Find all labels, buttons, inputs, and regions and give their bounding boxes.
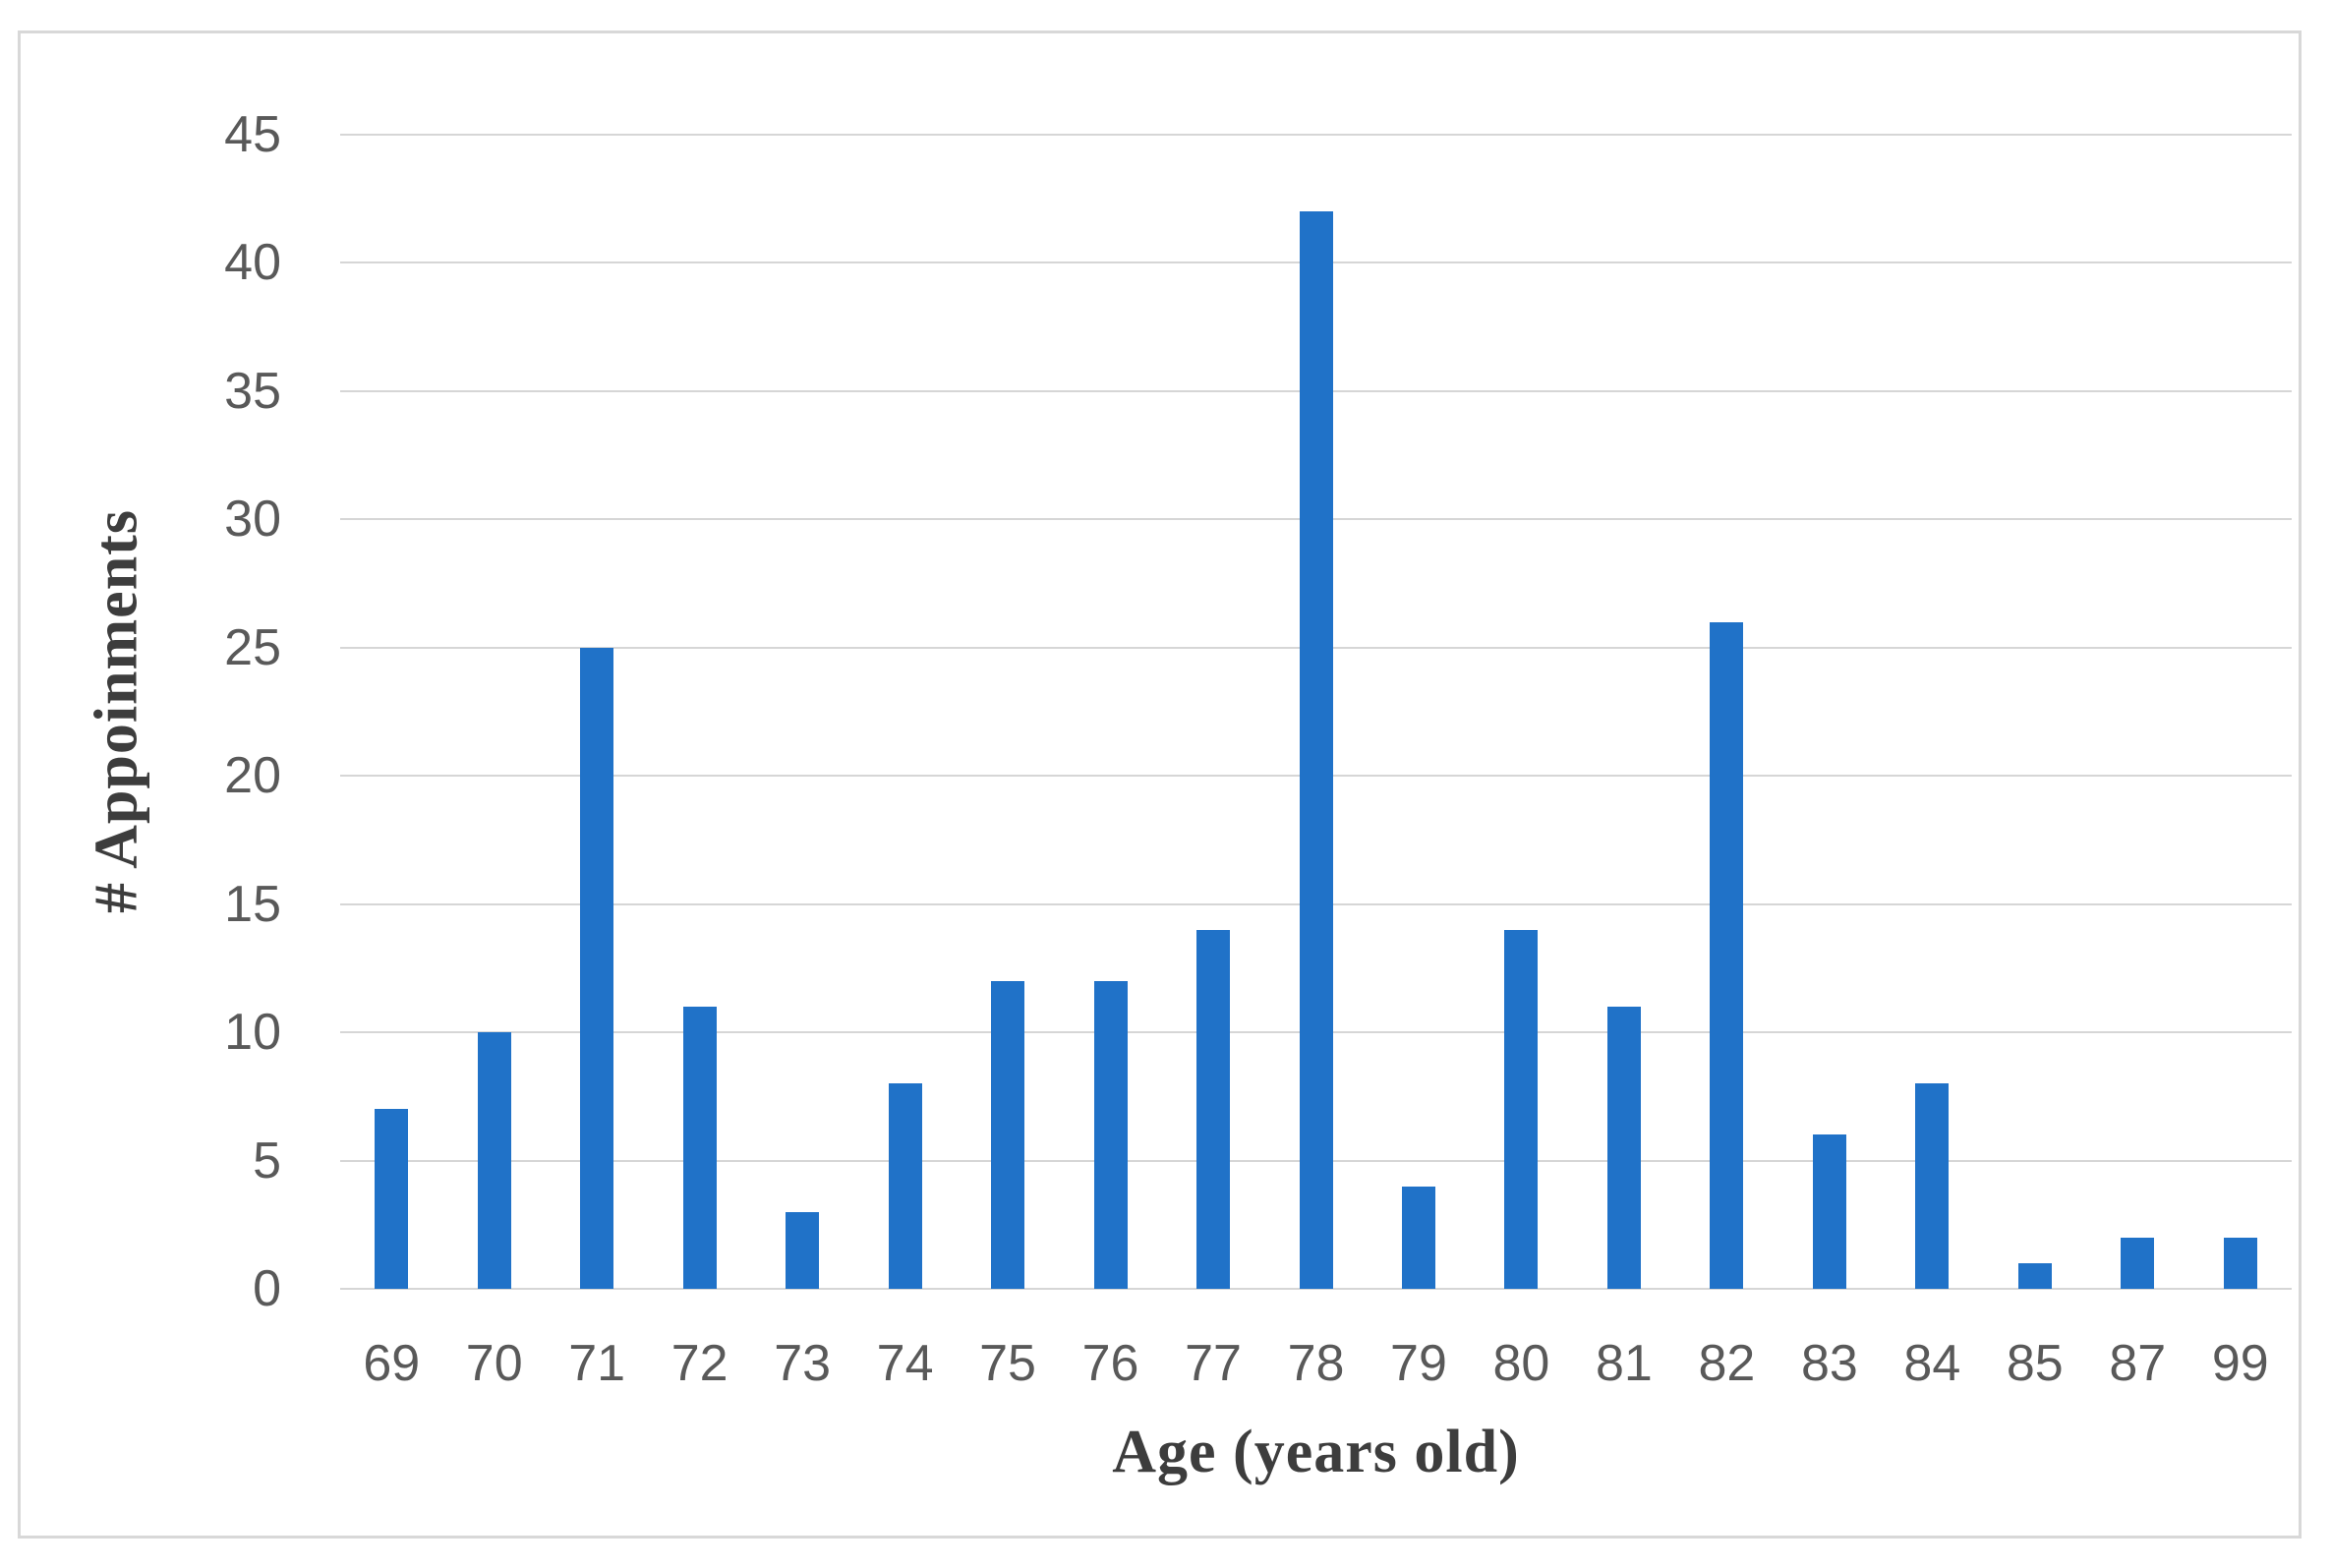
x-tick-label-77: 77	[1185, 1335, 1242, 1392]
bar-85	[2017, 1262, 2052, 1289]
bar-87	[2121, 1237, 2155, 1289]
y-tick-label-10: 10	[224, 1004, 281, 1062]
x-tick-label-82: 82	[1698, 1335, 1756, 1392]
y-tick-label-45: 45	[224, 106, 281, 163]
x-tick-label-83: 83	[1800, 1335, 1858, 1392]
bar-75	[991, 980, 1025, 1289]
y-tick-label-15: 15	[224, 875, 281, 933]
x-tick-label-99: 99	[2211, 1335, 2269, 1392]
figure-border: # Appoinments 0 5 10 15 20 25 30 35 40 45 69 70 71 7…	[18, 30, 2302, 1539]
x-tick-label-71: 71	[568, 1335, 626, 1392]
x-tick-label-76: 76	[1081, 1335, 1139, 1392]
bar-78	[1299, 211, 1333, 1289]
gridline-y-45	[340, 134, 2292, 136]
y-axis-tick-labels: 0 5 10 15 20 25 30 35 40 45	[21, 106, 281, 1317]
x-tick-label-78: 78	[1287, 1335, 1345, 1392]
bar-80	[1504, 929, 1539, 1289]
y-tick-label-0: 0	[253, 1260, 281, 1317]
bar-81	[1606, 1007, 1641, 1289]
y-tick-label-25: 25	[224, 618, 281, 676]
x-tick-label-79: 79	[1390, 1335, 1447, 1392]
y-tick-label-35: 35	[224, 362, 281, 420]
gridline-y-0	[340, 1288, 2292, 1290]
bar-72	[682, 1007, 717, 1289]
bar-73	[786, 1211, 820, 1289]
x-tick-label-73: 73	[774, 1335, 832, 1392]
x-tick-label-70: 70	[465, 1335, 523, 1392]
x-axis-title: Age (years old)	[1112, 1419, 1520, 1485]
x-tick-label-74: 74	[876, 1335, 934, 1392]
bar-84	[1915, 1083, 1950, 1289]
bar-69	[375, 1109, 409, 1289]
x-axis-tick-labels: 69 70 71 72 73 74 75 76 77 78 79 80 81 82 83 84 85 87 99	[340, 1333, 2292, 1402]
x-tick-label-81: 81	[1595, 1335, 1653, 1392]
x-tick-label-85: 85	[2006, 1335, 2064, 1392]
bar-74	[888, 1083, 922, 1289]
x-tick-label-75: 75	[979, 1335, 1036, 1392]
y-tick-label-30: 30	[224, 491, 281, 549]
bar-79	[1401, 1186, 1435, 1289]
x-tick-label-72: 72	[670, 1335, 728, 1392]
bar-71	[580, 647, 614, 1289]
plot-area	[340, 134, 2292, 1290]
bar-76	[1093, 980, 1128, 1289]
bar-77	[1196, 929, 1231, 1289]
bar-83	[1812, 1134, 1846, 1289]
y-tick-label-5: 5	[253, 1132, 281, 1190]
x-tick-label-87: 87	[2109, 1335, 2167, 1392]
x-tick-label-69: 69	[363, 1335, 421, 1392]
bar-70	[477, 1032, 511, 1289]
bar-99	[2223, 1237, 2257, 1289]
y-tick-label-20: 20	[224, 747, 281, 805]
x-tick-label-84: 84	[1903, 1335, 1961, 1392]
x-tick-label-80: 80	[1492, 1335, 1550, 1392]
bar-82	[1710, 621, 1744, 1289]
y-tick-label-40: 40	[224, 234, 281, 292]
